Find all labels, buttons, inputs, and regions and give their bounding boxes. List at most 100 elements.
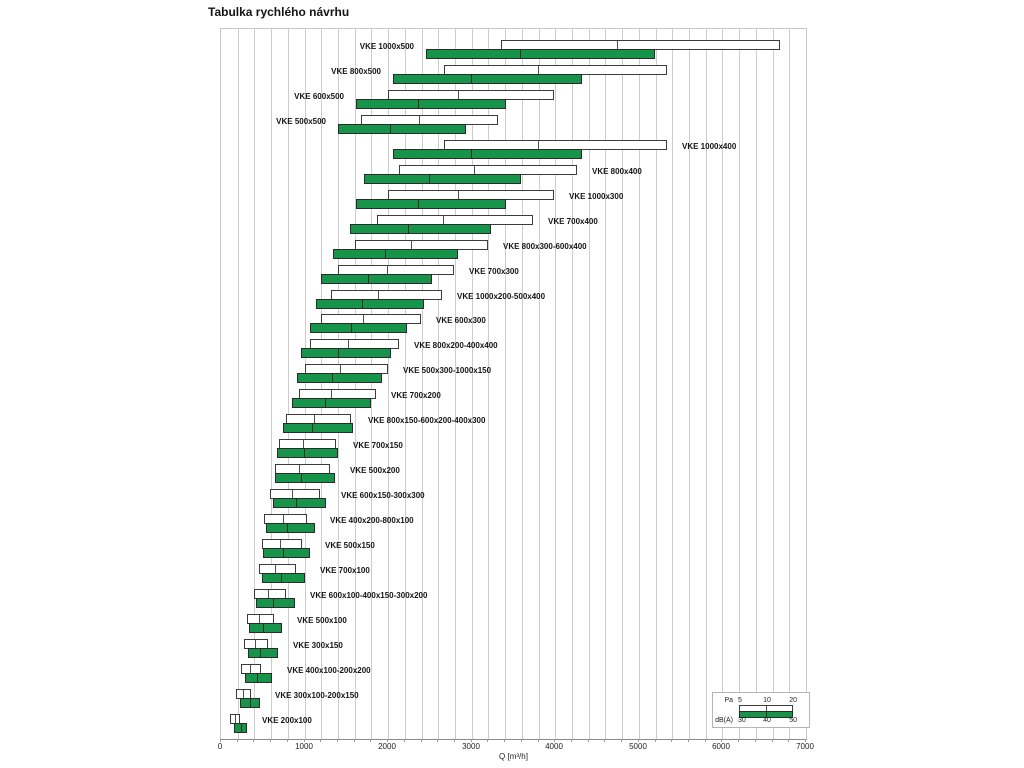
row-label: VKE 400x100-200x200 xyxy=(287,666,371,675)
gridline xyxy=(756,29,757,739)
gridline xyxy=(672,29,673,739)
dba-range-bar xyxy=(310,323,407,333)
mid-tick xyxy=(250,665,251,673)
dba-range-bar xyxy=(297,373,382,383)
x-tick-label: 5000 xyxy=(629,742,647,751)
row-label: VKE 500x150 xyxy=(325,541,375,550)
mid-tick xyxy=(348,340,349,348)
row-label: VKE 800x200-400x400 xyxy=(414,341,498,350)
gridline xyxy=(505,29,506,739)
dba-range-bar xyxy=(249,623,282,633)
gridline xyxy=(656,29,657,739)
gridline xyxy=(422,29,423,739)
gridline xyxy=(522,29,523,739)
legend-box: Pa 5 10 20 dB(A) 30 40 50 xyxy=(712,692,810,728)
x-axis: 0 1000 2000 3000 4000 5000 6000 7000 xyxy=(217,739,814,753)
legend-pa-label: Pa xyxy=(724,697,733,704)
mid-tick xyxy=(283,515,284,523)
mid-tick xyxy=(332,374,333,382)
x-axis-tick xyxy=(772,739,773,742)
mid-tick xyxy=(338,349,339,357)
dba-range-bar xyxy=(426,49,655,59)
x-tick-label: 4000 xyxy=(545,742,563,751)
row-label: VKE 800x150-600x200-400x300 xyxy=(368,416,486,425)
mid-tick xyxy=(411,241,412,249)
row-label: VKE 1000x400 xyxy=(682,142,737,151)
mid-tick xyxy=(263,624,264,632)
gridline xyxy=(355,29,356,739)
row-label: VKE 700x400 xyxy=(548,217,598,226)
x-tick-label: 1000 xyxy=(295,742,313,751)
mid-tick xyxy=(443,216,444,224)
mid-tick xyxy=(429,175,430,183)
gridline xyxy=(773,29,774,739)
x-axis-tick xyxy=(320,739,321,742)
mid-tick xyxy=(260,649,261,657)
gridline xyxy=(455,29,456,739)
row-label: VKE 600x300 xyxy=(436,316,486,325)
gridline xyxy=(572,29,573,739)
x-tick-label: 0 xyxy=(217,742,223,751)
mid-tick xyxy=(390,125,391,133)
x-axis-tick xyxy=(337,739,338,742)
row-label: VKE 500x100 xyxy=(297,616,347,625)
legend-pa-value: 10 xyxy=(763,697,771,704)
x-axis-tick xyxy=(655,739,656,742)
row-label: VKE 600x100-400x150-300x200 xyxy=(310,591,428,600)
x-axis-tick xyxy=(755,739,756,742)
x-axis-tick xyxy=(253,739,254,742)
x-axis-tick xyxy=(354,739,355,742)
mid-tick xyxy=(419,116,420,124)
gridline xyxy=(605,29,606,739)
x-axis-tick xyxy=(671,739,672,742)
x-axis-tick xyxy=(404,739,405,742)
mid-tick xyxy=(331,390,332,398)
dba-range-bar xyxy=(292,398,371,408)
mid-tick xyxy=(299,465,300,473)
mid-tick xyxy=(368,275,369,283)
gridline xyxy=(622,29,623,739)
x-axis-tick xyxy=(287,739,288,742)
mid-tick xyxy=(280,540,281,548)
gridline xyxy=(488,29,489,739)
x-axis-tick xyxy=(621,739,622,742)
mid-tick xyxy=(325,399,326,407)
mid-tick xyxy=(275,565,276,573)
row-label: VKE 400x200-800x100 xyxy=(330,516,414,525)
row-label: VKE 300x100-200x150 xyxy=(275,691,359,700)
mid-tick xyxy=(387,266,388,274)
mid-tick xyxy=(362,300,363,308)
chart-title: Tabulka rychlého návrhu xyxy=(208,5,350,19)
dba-range-bar xyxy=(356,99,506,109)
x-tick-label: 3000 xyxy=(462,742,480,751)
mid-tick xyxy=(408,225,409,233)
dba-range-bar xyxy=(273,498,326,508)
dba-range-bar xyxy=(266,523,315,533)
dba-range-bar xyxy=(248,648,278,658)
dba-range-bar xyxy=(338,124,466,134)
mid-tick xyxy=(458,91,459,99)
x-axis-tick xyxy=(538,739,539,742)
legend-pa-value: 5 xyxy=(738,697,742,704)
gridline xyxy=(639,29,640,739)
x-axis-tick xyxy=(471,739,472,742)
gridline xyxy=(539,29,540,739)
legend-dba-value: 40 xyxy=(763,717,771,724)
row-label: VKE 500x200 xyxy=(350,466,400,475)
mid-tick xyxy=(281,574,282,582)
mid-tick xyxy=(471,150,472,158)
mid-tick xyxy=(340,365,341,373)
x-axis-tick xyxy=(604,739,605,742)
row-label: VKE 700x200 xyxy=(391,391,441,400)
gridline xyxy=(706,29,707,739)
x-axis-tick xyxy=(638,739,639,742)
gridline xyxy=(288,29,289,739)
mid-tick xyxy=(235,715,236,723)
mid-tick xyxy=(617,41,618,49)
row-label: VKE 1000x300 xyxy=(569,192,624,201)
legend-dba-value: 30 xyxy=(738,717,746,724)
mid-tick xyxy=(283,549,284,557)
gridline xyxy=(271,29,272,739)
mid-tick xyxy=(250,699,251,707)
